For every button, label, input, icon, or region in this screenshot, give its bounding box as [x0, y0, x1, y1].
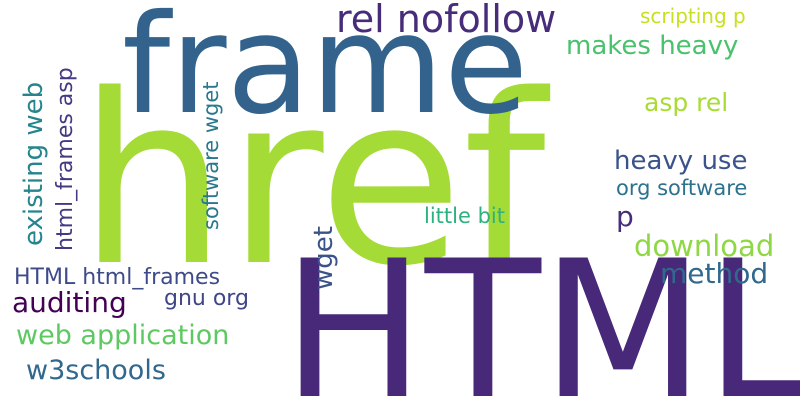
word-rel-nofollow: rel nofollow [336, 0, 556, 41]
word-auditing: auditing [12, 286, 127, 319]
word-heavy-use: heavy use [614, 146, 747, 176]
word-method: method [660, 257, 768, 290]
word-html: HTML [282, 220, 800, 400]
word-org-software: org software [616, 176, 747, 200]
word-download: download [634, 229, 774, 263]
word-p: p [616, 200, 634, 233]
word-gnu-org: gnu org [164, 286, 249, 311]
word-wget: wget [309, 226, 339, 290]
word-w3schools: w3schools [26, 355, 166, 386]
word-asp-rel: asp rel [644, 88, 728, 117]
word-frame: frame [122, 0, 528, 145]
word-html-frames-asp: html_frames asp [53, 67, 78, 251]
word-software-wget: software wget [199, 81, 223, 230]
word-href: href [78, 45, 551, 318]
word-scripting-p: scripting p [640, 4, 746, 28]
word-little-bit: little bit [424, 204, 505, 228]
word-html-html-frames: HTML html_frames [14, 265, 220, 290]
word-makes-heavy: makes heavy [566, 31, 738, 61]
word-existing-web: existing web [19, 82, 49, 246]
word-web-application: web application [16, 320, 229, 351]
